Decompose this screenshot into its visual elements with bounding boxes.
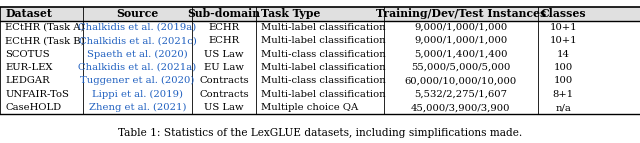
Text: ECHR: ECHR bbox=[209, 23, 239, 32]
Text: Multi-label classification: Multi-label classification bbox=[261, 63, 386, 72]
Text: Tuggener et al. (2020): Tuggener et al. (2020) bbox=[81, 76, 195, 86]
Text: Chalkidis et al. (2021a): Chalkidis et al. (2021a) bbox=[79, 63, 196, 72]
Text: Task Type: Task Type bbox=[261, 8, 321, 19]
Text: 100: 100 bbox=[554, 76, 573, 85]
Text: ECtHR (Task A): ECtHR (Task A) bbox=[5, 23, 84, 32]
Text: Contracts: Contracts bbox=[199, 76, 249, 85]
Text: ECHR: ECHR bbox=[209, 36, 239, 45]
Text: ECtHR (Task B): ECtHR (Task B) bbox=[5, 36, 84, 45]
Text: Training/Dev/Test Instances: Training/Dev/Test Instances bbox=[376, 8, 546, 19]
Text: Lippi et al. (2019): Lippi et al. (2019) bbox=[92, 90, 183, 99]
Text: Multi-class classification: Multi-class classification bbox=[261, 50, 386, 59]
Text: Contracts: Contracts bbox=[199, 90, 249, 99]
Text: n/a: n/a bbox=[556, 103, 571, 112]
Text: Multi-label classification: Multi-label classification bbox=[261, 90, 386, 99]
Text: 8+1: 8+1 bbox=[552, 90, 574, 99]
Text: Dataset: Dataset bbox=[5, 8, 52, 19]
Text: Spaeth et al. (2020): Spaeth et al. (2020) bbox=[87, 49, 188, 59]
Text: EU Law: EU Law bbox=[204, 63, 244, 72]
Text: 9,000/1,000/1,000: 9,000/1,000/1,000 bbox=[414, 36, 508, 45]
Text: 9,000/1,000/1,000: 9,000/1,000/1,000 bbox=[414, 23, 508, 32]
Text: Table 1: Statistics of the LexGLUE datasets, including simplifications made.: Table 1: Statistics of the LexGLUE datas… bbox=[118, 128, 522, 138]
Text: 5,000/1,400/1,400: 5,000/1,400/1,400 bbox=[414, 50, 508, 59]
Text: Multiple choice QA: Multiple choice QA bbox=[261, 103, 358, 112]
Text: SCOTUS: SCOTUS bbox=[5, 50, 50, 59]
Text: LEDGAR: LEDGAR bbox=[5, 76, 50, 85]
Text: Multi-class classification: Multi-class classification bbox=[261, 76, 386, 85]
Text: Chalkidis et al. (2021c): Chalkidis et al. (2021c) bbox=[79, 36, 196, 45]
Text: 14: 14 bbox=[557, 50, 570, 59]
Text: Classes: Classes bbox=[540, 8, 586, 19]
Text: Source: Source bbox=[116, 8, 159, 19]
Text: UNFAIR-ToS: UNFAIR-ToS bbox=[5, 90, 69, 99]
Text: EUR-LEX: EUR-LEX bbox=[5, 63, 52, 72]
Text: 100: 100 bbox=[554, 63, 573, 72]
Text: Zheng et al. (2021): Zheng et al. (2021) bbox=[89, 103, 186, 112]
Text: 60,000/10,000/10,000: 60,000/10,000/10,000 bbox=[404, 76, 517, 85]
Text: 10+1: 10+1 bbox=[549, 23, 577, 32]
Text: Multi-label classification: Multi-label classification bbox=[261, 23, 386, 32]
Bar bbox=[0, 7, 640, 21]
Text: Multi-label classification: Multi-label classification bbox=[261, 36, 386, 45]
Text: Sub-domain: Sub-domain bbox=[188, 8, 260, 19]
Text: Chalkidis et al. (2019a): Chalkidis et al. (2019a) bbox=[79, 23, 196, 32]
Text: 45,000/3,900/3,900: 45,000/3,900/3,900 bbox=[411, 103, 511, 112]
Text: CaseHOLD: CaseHOLD bbox=[5, 103, 61, 112]
Text: 5,532/2,275/1,607: 5,532/2,275/1,607 bbox=[414, 90, 508, 99]
Text: 55,000/5,000/5,000: 55,000/5,000/5,000 bbox=[411, 63, 511, 72]
Text: 10+1: 10+1 bbox=[549, 36, 577, 45]
Text: US Law: US Law bbox=[204, 50, 244, 59]
Text: US Law: US Law bbox=[204, 103, 244, 112]
